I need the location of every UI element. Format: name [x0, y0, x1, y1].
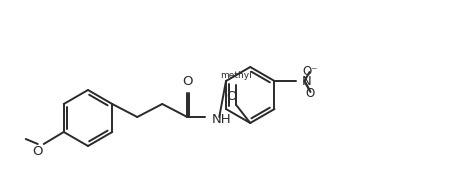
- Text: N: N: [301, 74, 311, 87]
- Text: O: O: [225, 90, 236, 103]
- Text: NH: NH: [212, 112, 232, 125]
- Text: methyl: methyl: [220, 71, 251, 80]
- Text: O⁻: O⁻: [302, 65, 318, 78]
- Text: O: O: [32, 145, 43, 158]
- Text: O: O: [305, 87, 314, 100]
- Text: O: O: [181, 75, 192, 88]
